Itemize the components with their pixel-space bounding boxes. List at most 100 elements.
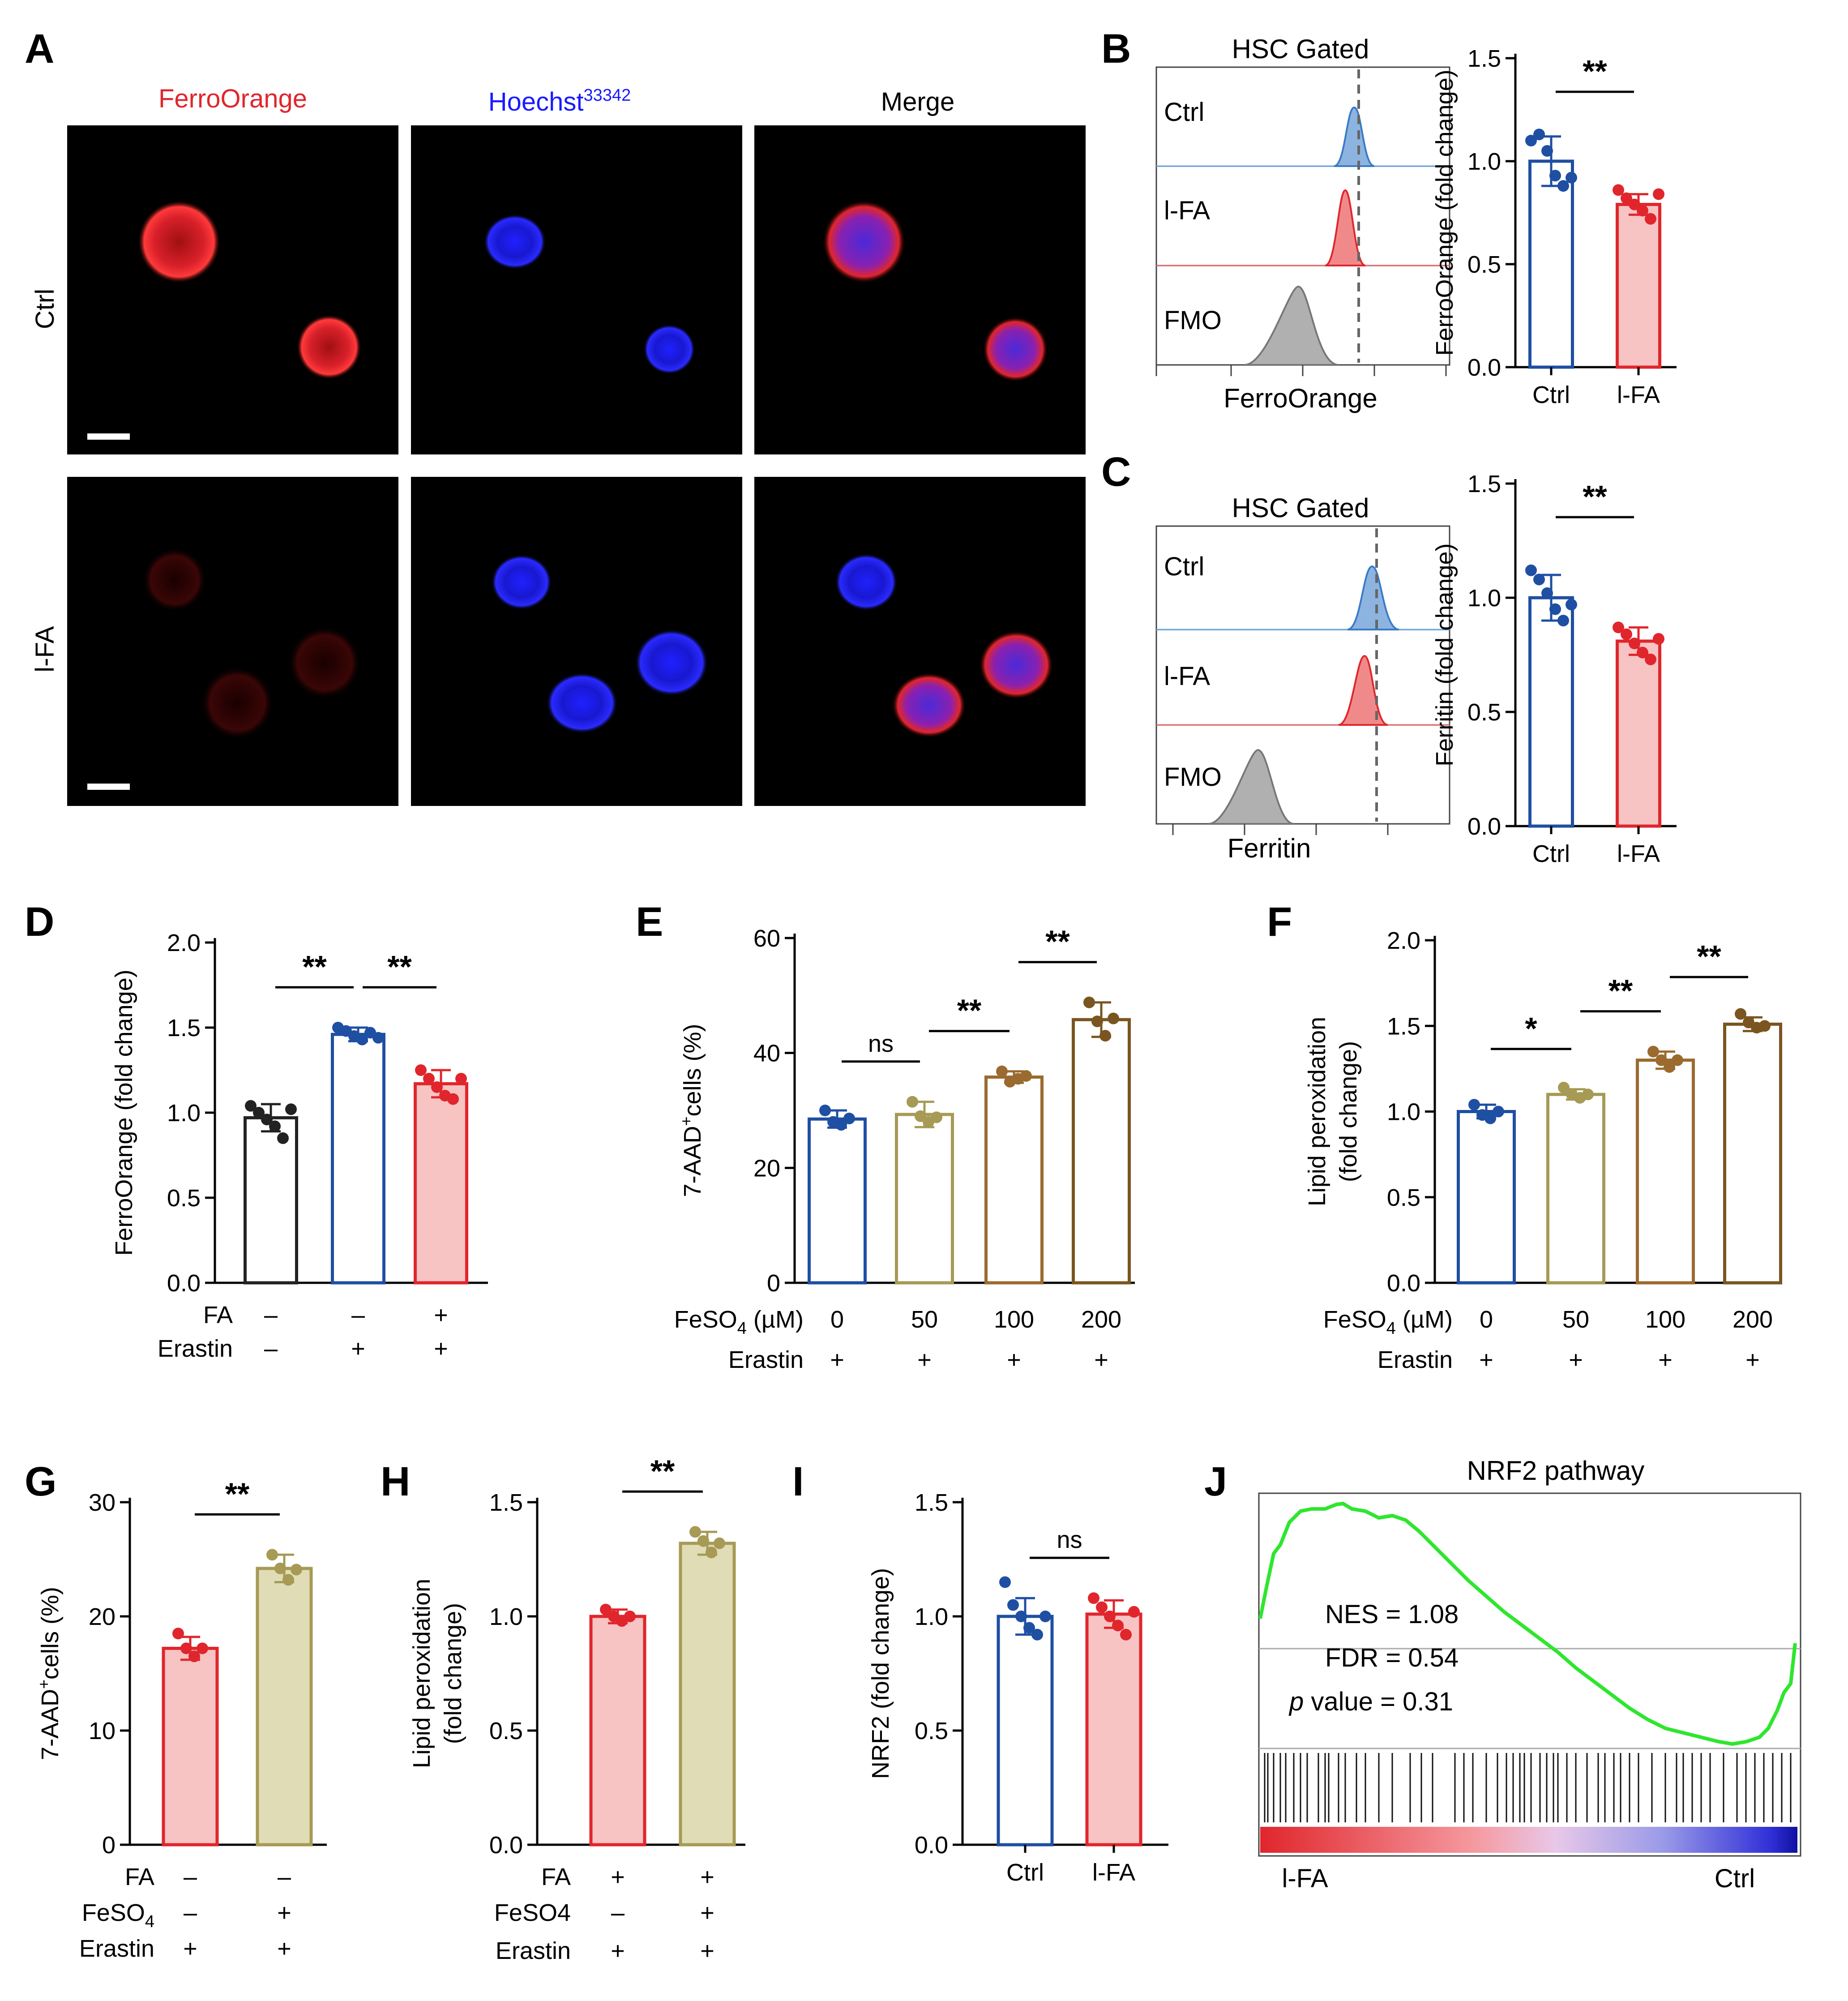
y-tick-label: 1.0 [1467, 585, 1501, 612]
data-point [1525, 564, 1537, 576]
data-point [1566, 171, 1577, 184]
gate-title-c: HSC Gated [1232, 493, 1369, 523]
data-point [1613, 184, 1624, 196]
y-tick-label: 1.5 [915, 1489, 948, 1516]
data-point [915, 1110, 926, 1122]
y-tick-label: 1.0 [915, 1603, 948, 1630]
data-point [1664, 1061, 1675, 1073]
data-point [1112, 1620, 1124, 1632]
micrograph-ctrl-ferroorange [67, 125, 398, 454]
data-point [277, 1132, 289, 1144]
condition-value: + [351, 1335, 365, 1362]
histogram-ctrl [1347, 565, 1399, 630]
y-tick-label: 20 [89, 1603, 116, 1630]
x-tick-label: l-FA [1617, 381, 1660, 408]
y-tick-label: 1.0 [1387, 1099, 1420, 1126]
condition-value: 100 [1645, 1306, 1685, 1333]
data-point [1104, 1611, 1116, 1622]
data-point [1613, 621, 1624, 634]
data-point [1653, 188, 1664, 200]
condition-row-label: FA [125, 1864, 154, 1890]
chart-d: 0.0 0.5 1.0 1.5 2.0 FerroOrange (fold change)… [111, 930, 488, 1297]
chart-h: 0.0 0.5 1.0 1.5 Lipid peroxidation (fold chan… [408, 1453, 745, 1859]
condition-row-label: FeSO4 (µM) [1323, 1306, 1453, 1338]
y-axis-label-line2: (fold change) [1335, 1041, 1362, 1182]
data-point [1645, 213, 1656, 225]
condition-row-label: Erastin [158, 1335, 233, 1362]
gate-title-b: HSC Gated [1232, 34, 1369, 64]
bar [256, 1567, 313, 1847]
condition-value: + [277, 1935, 291, 1962]
bar [1546, 1093, 1605, 1285]
data-point [1468, 1099, 1480, 1111]
chart-f: 0.0 0.5 1.0 1.5 2.0 Lipid peroxidation (fold c… [1304, 927, 1782, 1297]
y-tick-label: 1.0 [489, 1603, 523, 1630]
y-tick-label: 10 [89, 1718, 116, 1744]
data-point [1015, 1611, 1027, 1622]
data-point [1672, 1054, 1683, 1066]
bar [808, 1117, 867, 1285]
condition-value: – [611, 1899, 625, 1926]
data-point [447, 1093, 459, 1105]
bar [1723, 1022, 1782, 1285]
y-tick-label: 30 [89, 1489, 116, 1516]
log-axis-ticks [1155, 365, 1447, 376]
condition-value: – [264, 1302, 278, 1328]
gsea-nes: NES = 1.08 [1325, 1600, 1459, 1629]
data-point [1493, 1105, 1504, 1118]
bar [1616, 639, 1661, 828]
y-tick-label: 1.0 [167, 1100, 201, 1127]
significance-label: ** [1697, 939, 1721, 974]
bar [1636, 1058, 1695, 1285]
condition-value: – [278, 1864, 291, 1890]
significance-label: ** [957, 993, 982, 1028]
data-point [282, 1574, 294, 1586]
histogram-fmo [1208, 749, 1294, 825]
data-point [1525, 135, 1537, 146]
data-point [180, 1642, 192, 1654]
data-point [1088, 1592, 1099, 1604]
flow-histogram-c: Ctrl l-FA FMO Ferritin [1155, 525, 1450, 863]
data-point [1549, 170, 1561, 182]
data-point [1533, 129, 1545, 141]
y-tick-label: 20 [753, 1155, 780, 1182]
y-tick-label: 1.5 [489, 1489, 523, 1516]
data-point [1083, 996, 1095, 1008]
panel-label-b: B [1101, 26, 1131, 72]
x-tick-label: Ctrl [1006, 1859, 1044, 1886]
y-tick-label: 0.5 [1387, 1184, 1420, 1211]
data-point [1099, 1030, 1111, 1042]
chart-g: 0 10 20 30 7-AAD+cells (%) ** [34, 1476, 327, 1859]
condition-value: – [184, 1899, 197, 1926]
data-point [1541, 587, 1553, 599]
data-point [1007, 1599, 1019, 1611]
data-point [1023, 1622, 1035, 1634]
significance-label: ** [1583, 479, 1607, 514]
chart-i: 0.0 0.5 1.0 1.5 NRF2 (fold change) Ctrl l-FA ns [867, 1489, 1168, 1886]
condition-value: 50 [911, 1306, 938, 1333]
condition-row-label: Erastin [1377, 1346, 1453, 1373]
data-point [996, 1065, 1008, 1077]
y-tick-label: 0 [102, 1832, 116, 1859]
data-point [274, 1562, 286, 1574]
data-point [843, 1112, 855, 1124]
axis-label-ferritin: Ferritin [1228, 833, 1311, 863]
y-axis-label: FerroOrange (fold change) [1431, 69, 1458, 356]
condition-table-e: FeSO4 (µM) 0 50 100 200 Erastin + + + + [674, 1306, 1121, 1373]
panel-label-d: D [25, 899, 54, 945]
data-point [1020, 1070, 1032, 1082]
data-point [1637, 647, 1648, 659]
data-point [1120, 1628, 1132, 1641]
bar [984, 1075, 1044, 1285]
data-point [1541, 145, 1553, 157]
y-tick-label: 0.0 [915, 1832, 948, 1859]
y-tick-label: 0 [767, 1270, 780, 1297]
data-point [197, 1642, 208, 1654]
micrograph-lfa-ferroorange [67, 477, 398, 806]
bar [679, 1542, 736, 1847]
bar [1072, 1018, 1131, 1285]
data-point [1557, 615, 1569, 626]
y-tick-label: 2.0 [1387, 927, 1420, 954]
condition-tables: FA – – +Erastin – + +FeSO4 (µM) 0 50 100 200Erasti… [79, 1302, 1773, 1964]
